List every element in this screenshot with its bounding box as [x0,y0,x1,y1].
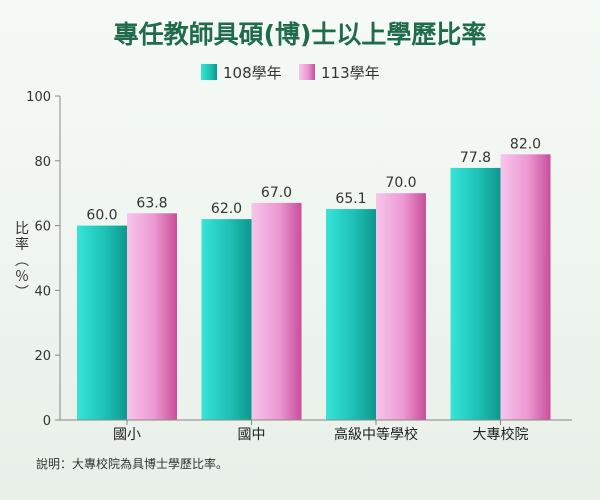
bar-113-3 [500,154,551,420]
legend-label-108: 108學年 [223,64,282,82]
y-axis-label-char: 比 [15,221,29,237]
x-category-label: 國小 [113,427,141,443]
data-label: 77.8 [460,150,491,166]
bar-108-3 [450,167,501,420]
x-category-label: 國中 [238,427,266,443]
data-label: 63.8 [136,195,167,211]
y-axis-label: 比 率 ︵ ％ ︶ [15,221,29,301]
data-label: 60.0 [86,208,117,224]
legend-swatch-108 [201,64,217,80]
y-tick-label: 80 [34,155,51,170]
y-tick-label: 20 [34,349,51,364]
y-axis-label-char: ％ [15,269,29,285]
data-label: 65.1 [335,191,366,207]
bar-113-0 [127,213,177,420]
y-axis-label-char: 率 [15,236,29,253]
bar-108-0 [77,225,127,420]
bar-108-2 [326,209,376,420]
bar-108-1 [201,219,252,420]
y-tick-label: 40 [34,284,51,299]
bar-113-2 [376,193,426,420]
y-axis-label-char: ︶ [15,285,29,301]
data-label: 62.0 [211,201,242,217]
bars: 60.0 63.8 62.0 67.0 65.1 70.0 77.8 82.0 [77,136,551,420]
y-tick-label: 100 [26,90,51,105]
data-label: 67.0 [261,185,292,201]
y-axis-label-char: ︵ [15,253,29,269]
legend: 108學年 113學年 [201,64,380,82]
footnote: 說明：大專校院為具博士學歷比率。 [36,456,228,471]
data-label: 82.0 [510,136,541,152]
x-category-label: 大專校院 [473,426,529,443]
legend-swatch-113 [299,64,315,80]
x-axis-labels: 國小 國中 高級中等學校 大專校院 [113,420,529,443]
bar-113-1 [251,202,302,420]
y-axis-ticks: 0 20 40 60 80 100 [26,90,60,429]
x-category-label: 高級中等學校 [334,426,418,443]
y-tick-label: 0 [43,414,51,429]
legend-label-113: 113學年 [321,64,380,82]
chart-title: 專任教師具碩(博)士以上學歷比率 [114,20,487,49]
y-tick-label: 60 [34,220,51,235]
data-label: 70.0 [385,175,416,191]
